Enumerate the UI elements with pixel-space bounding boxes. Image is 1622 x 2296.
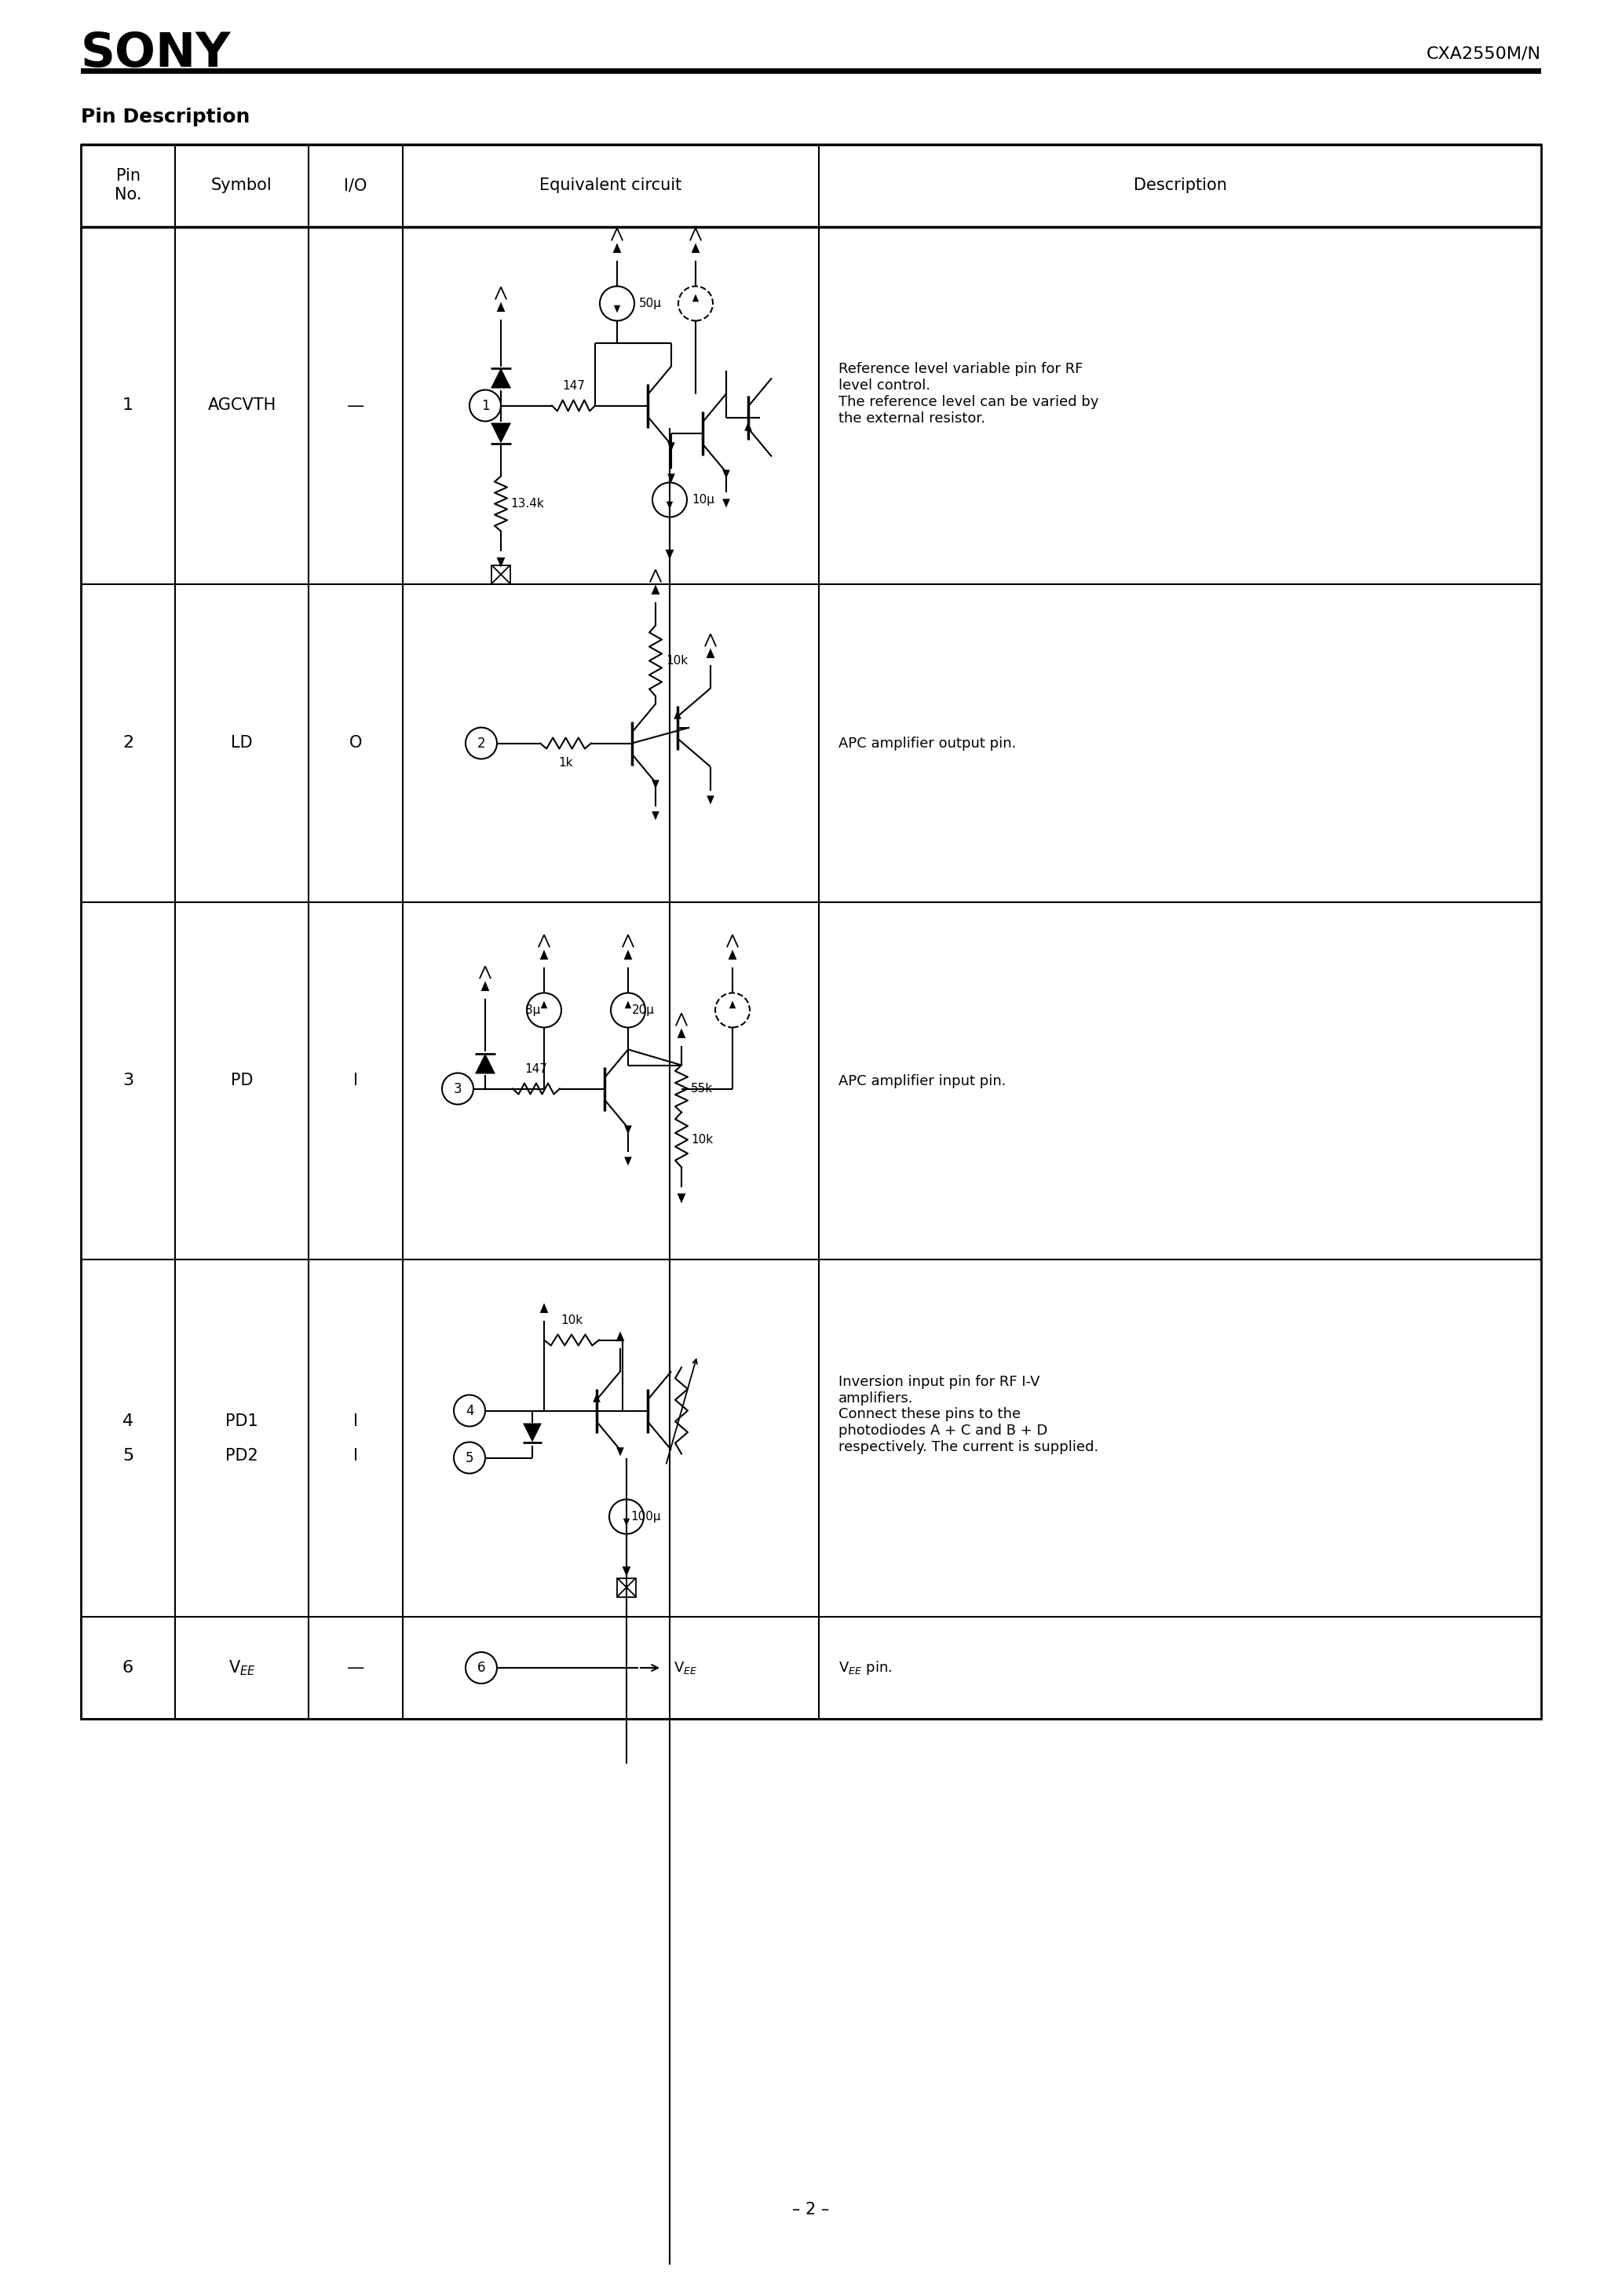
Text: Equivalent circuit: Equivalent circuit <box>540 177 681 193</box>
Polygon shape <box>678 1029 686 1038</box>
Text: 6: 6 <box>122 1660 133 1676</box>
Text: CXA2550M/N: CXA2550M/N <box>1426 46 1541 62</box>
Polygon shape <box>707 797 714 804</box>
Polygon shape <box>496 301 504 312</box>
Text: Description: Description <box>1134 177 1226 193</box>
Text: 10k: 10k <box>665 654 688 666</box>
Text: 10k: 10k <box>691 1134 714 1146</box>
Text: 6: 6 <box>477 1660 485 1674</box>
Polygon shape <box>722 471 730 478</box>
Polygon shape <box>668 473 675 482</box>
Text: 2: 2 <box>477 737 485 751</box>
Polygon shape <box>678 1194 686 1203</box>
Bar <box>616 1577 636 1596</box>
Text: PD1: PD1 <box>225 1412 258 1428</box>
Text: 10k: 10k <box>561 1313 582 1325</box>
Polygon shape <box>624 1157 633 1166</box>
Text: V$_{EE}$: V$_{EE}$ <box>673 1660 697 1676</box>
Bar <box>81 145 1541 1720</box>
Text: – 2 –: – 2 – <box>793 2202 829 2218</box>
Text: —: — <box>347 1660 365 1676</box>
Polygon shape <box>616 1446 624 1456</box>
Text: 5: 5 <box>122 1446 133 1463</box>
Text: LD: LD <box>230 735 253 751</box>
Text: PD: PD <box>230 1072 253 1088</box>
Text: 4: 4 <box>466 1403 474 1417</box>
Polygon shape <box>673 709 681 719</box>
Text: Inversion input pin for RF I-V
amplifiers.
Connect these pins to the
photodiodes: Inversion input pin for RF I-V amplifier… <box>839 1375 1098 1453</box>
Polygon shape <box>624 1125 633 1134</box>
Text: AGCVTH: AGCVTH <box>208 397 276 413</box>
Polygon shape <box>540 951 548 960</box>
Text: O: O <box>349 735 362 751</box>
Text: 20μ: 20μ <box>633 1003 655 1017</box>
Polygon shape <box>613 243 621 253</box>
Text: —: — <box>347 397 365 413</box>
Text: 1k: 1k <box>558 758 573 769</box>
Text: Reference level variable pin for RF
level control.
The reference level can be va: Reference level variable pin for RF leve… <box>839 363 1098 425</box>
Polygon shape <box>652 781 659 790</box>
Polygon shape <box>693 294 699 301</box>
Polygon shape <box>522 1424 542 1442</box>
Polygon shape <box>691 243 699 253</box>
Polygon shape <box>624 951 633 960</box>
Polygon shape <box>728 951 736 960</box>
Text: V$_{EE}$: V$_{EE}$ <box>229 1658 256 1676</box>
Polygon shape <box>616 1332 624 1341</box>
Polygon shape <box>594 1394 600 1403</box>
Polygon shape <box>540 1304 548 1313</box>
Text: 10μ: 10μ <box>691 494 714 505</box>
Polygon shape <box>496 558 504 567</box>
Polygon shape <box>482 980 490 992</box>
Text: Pin Description: Pin Description <box>81 108 250 126</box>
Polygon shape <box>706 647 715 659</box>
Text: 50μ: 50μ <box>639 298 662 310</box>
Polygon shape <box>613 305 620 312</box>
Text: No.: No. <box>115 188 141 202</box>
Polygon shape <box>744 422 753 432</box>
Polygon shape <box>491 422 511 443</box>
Polygon shape <box>667 501 673 510</box>
Text: I/O: I/O <box>344 177 367 193</box>
Polygon shape <box>623 1566 631 1577</box>
Text: 147: 147 <box>526 1063 548 1075</box>
Text: 13.4k: 13.4k <box>511 498 543 510</box>
Text: 1: 1 <box>482 400 490 413</box>
Polygon shape <box>652 585 660 595</box>
Text: Pin: Pin <box>115 168 139 184</box>
Text: 147: 147 <box>563 379 586 390</box>
Text: 3: 3 <box>454 1081 462 1095</box>
Polygon shape <box>623 1518 629 1527</box>
Text: 55k: 55k <box>691 1084 714 1095</box>
Text: 100μ: 100μ <box>631 1511 660 1522</box>
Text: SONY: SONY <box>81 32 230 78</box>
Polygon shape <box>668 443 675 450</box>
Text: 1: 1 <box>122 397 133 413</box>
Polygon shape <box>491 367 511 388</box>
Text: APC amplifier input pin.: APC amplifier input pin. <box>839 1075 1006 1088</box>
Text: 3: 3 <box>122 1072 133 1088</box>
Text: 2: 2 <box>122 735 133 751</box>
Text: 4: 4 <box>122 1412 133 1428</box>
Text: I: I <box>354 1072 358 1088</box>
Text: 5: 5 <box>466 1451 474 1465</box>
Text: APC amplifier output pin.: APC amplifier output pin. <box>839 737 1017 751</box>
Text: Symbol: Symbol <box>211 177 272 193</box>
Polygon shape <box>624 1001 631 1008</box>
Polygon shape <box>540 1001 547 1008</box>
Polygon shape <box>722 498 730 507</box>
Text: I: I <box>354 1412 358 1428</box>
Polygon shape <box>652 810 659 820</box>
Polygon shape <box>475 1054 495 1075</box>
Text: I: I <box>354 1446 358 1463</box>
Text: V$_{EE}$ pin.: V$_{EE}$ pin. <box>839 1660 892 1676</box>
Polygon shape <box>730 1001 736 1008</box>
Bar <box>81 69 1541 73</box>
Bar <box>491 565 511 583</box>
Text: PD2: PD2 <box>225 1446 258 1463</box>
Text: 8μ: 8μ <box>526 1003 540 1017</box>
Polygon shape <box>665 549 673 560</box>
